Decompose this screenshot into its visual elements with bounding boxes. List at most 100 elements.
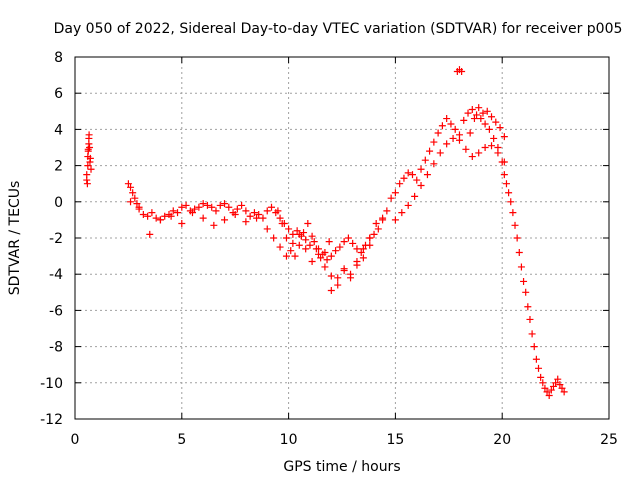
data-point	[505, 189, 513, 197]
x-tick-label: 0	[71, 432, 80, 448]
data-point	[387, 194, 395, 202]
data-point	[537, 373, 545, 381]
y-tick-label: 0	[54, 195, 63, 211]
data-point	[308, 258, 316, 266]
data-point	[85, 131, 93, 139]
data-point	[449, 134, 457, 142]
data-point	[131, 194, 139, 202]
data-point	[434, 129, 442, 137]
data-point	[458, 67, 466, 75]
data-point	[161, 212, 169, 220]
data-point	[517, 263, 525, 271]
data-point	[83, 171, 91, 179]
data-point	[282, 252, 290, 260]
data-point	[438, 122, 446, 130]
data-point	[287, 247, 295, 255]
data-point	[483, 107, 491, 115]
data-point	[238, 201, 246, 209]
y-tick-label: 8	[54, 50, 63, 66]
data-point	[336, 243, 344, 251]
data-point	[195, 203, 203, 211]
data-point	[246, 212, 254, 220]
data-point	[340, 238, 348, 246]
data-point	[308, 232, 316, 240]
data-point	[304, 220, 312, 228]
x-tick-label: 20	[493, 432, 511, 448]
y-tick-label: -8	[49, 340, 63, 356]
data-point	[417, 165, 425, 173]
y-tick-label: -12	[40, 412, 63, 428]
data-point	[167, 212, 175, 220]
data-point	[225, 203, 233, 211]
data-point	[221, 200, 229, 208]
data-point	[556, 381, 564, 389]
data-point	[430, 160, 438, 168]
data-point	[370, 230, 378, 238]
data-point	[263, 207, 271, 215]
data-point	[494, 149, 502, 157]
data-point	[268, 203, 276, 211]
data-point	[344, 234, 352, 242]
data-point	[485, 125, 493, 133]
data-point	[315, 250, 323, 258]
data-point	[87, 165, 95, 173]
data-point	[509, 209, 517, 217]
chart-title: Day 050 of 2022, Sidereal Day-to-day VTE…	[54, 21, 623, 37]
data-point	[353, 245, 361, 253]
data-point	[490, 134, 498, 142]
data-point	[276, 214, 284, 222]
data-point	[426, 147, 434, 155]
data-point	[468, 105, 476, 113]
data-point	[146, 230, 154, 238]
data-point	[285, 225, 293, 233]
data-point	[139, 210, 147, 218]
data-point	[522, 288, 530, 296]
data-point	[129, 189, 137, 197]
data-point	[408, 171, 416, 179]
data-point	[278, 220, 286, 228]
data-point	[357, 248, 365, 256]
data-point	[148, 209, 156, 217]
data-point	[84, 162, 92, 170]
data-point	[520, 277, 528, 285]
data-point	[178, 203, 186, 211]
data-point	[124, 180, 132, 188]
data-point	[372, 220, 380, 228]
data-point	[83, 180, 91, 188]
data-point	[500, 158, 508, 166]
data-point	[174, 209, 182, 217]
data-point	[334, 281, 342, 289]
data-point	[366, 234, 374, 242]
data-point	[543, 388, 551, 396]
data-point	[210, 221, 218, 229]
y-tick-label: -6	[49, 303, 63, 319]
data-point	[455, 136, 463, 144]
x-tick-label: 25	[600, 432, 618, 448]
data-point	[332, 247, 340, 255]
data-point	[242, 207, 250, 215]
data-point	[396, 180, 404, 188]
data-point	[216, 201, 224, 209]
data-point	[274, 207, 282, 215]
data-point	[447, 120, 455, 128]
data-point	[347, 270, 355, 278]
data-point	[310, 238, 318, 246]
data-point	[560, 388, 568, 396]
data-point	[321, 263, 329, 271]
data-point	[84, 153, 92, 161]
data-point	[558, 384, 566, 392]
data-point	[135, 203, 143, 211]
data-point	[293, 227, 301, 235]
data-point	[492, 118, 500, 126]
data-point	[479, 109, 487, 117]
data-point	[127, 198, 135, 206]
data-point	[488, 142, 496, 150]
y-tick-label: 2	[54, 159, 63, 175]
data-point	[353, 258, 361, 266]
data-point	[199, 214, 207, 222]
data-point	[411, 192, 419, 200]
data-point	[276, 243, 284, 251]
data-point	[250, 209, 258, 217]
data-point	[468, 153, 476, 161]
